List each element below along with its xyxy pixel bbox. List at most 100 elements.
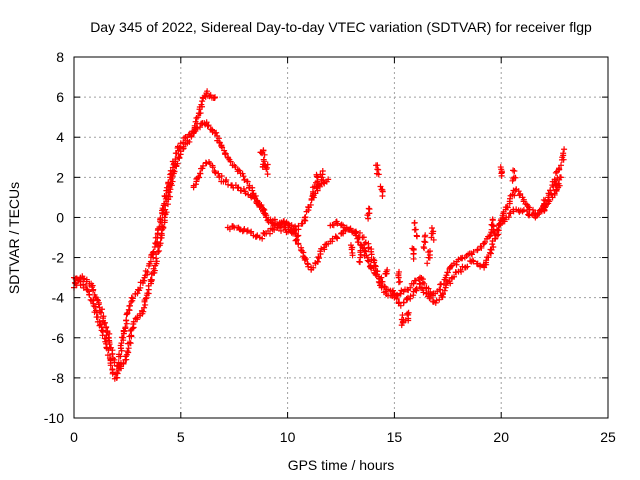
data-point-fill — [204, 123, 211, 130]
data-point-fill — [381, 283, 388, 290]
data-point-fill — [447, 280, 454, 287]
data-point-fill — [106, 341, 113, 348]
data-point-fill — [163, 209, 170, 216]
data-point-fill — [153, 258, 160, 265]
data-point-fill — [561, 146, 568, 153]
data-point-fill — [486, 233, 493, 240]
data-point-fill — [307, 201, 314, 208]
series-spikes — [257, 146, 568, 329]
data-point-fill — [97, 321, 104, 328]
data-point-fill — [292, 231, 299, 238]
data-point-fill — [107, 362, 114, 369]
data-point-fill — [553, 186, 560, 193]
data-point-fill — [497, 164, 504, 171]
data-point-fill — [489, 216, 496, 223]
data-point — [120, 334, 127, 341]
data-point-fill — [536, 209, 543, 216]
data-point-fill — [169, 178, 176, 185]
data-point-fill — [451, 273, 458, 280]
data-point-fill — [373, 271, 380, 278]
data-point-fill — [198, 101, 205, 108]
data-point-fill — [426, 254, 433, 261]
data-point-fill — [540, 196, 547, 203]
data-point-fill — [554, 174, 561, 181]
data-point-fill — [304, 260, 311, 267]
data-point-fill — [111, 359, 118, 366]
data-point-fill — [364, 254, 371, 261]
data-point-fill — [149, 249, 156, 256]
data-point-fill — [117, 353, 124, 360]
data-point-fill — [264, 171, 271, 178]
data-point-fill — [375, 166, 382, 173]
x-tick-label: 15 — [387, 429, 403, 445]
data-point-fill — [84, 287, 91, 294]
data-point-fill — [200, 162, 207, 169]
data-point — [207, 92, 214, 99]
data-point-fill — [90, 302, 97, 309]
data-point-fill — [104, 352, 111, 359]
data-point-fill — [424, 260, 431, 267]
data-point-fill — [159, 223, 166, 230]
data-point-fill — [553, 181, 560, 188]
data-point-fill — [503, 204, 510, 211]
data-point-fill — [82, 282, 89, 289]
data-point-fill — [98, 309, 105, 316]
data-point-fill — [221, 150, 228, 157]
data-point-fill — [443, 282, 450, 289]
data-point-fill — [137, 284, 144, 291]
data-point-fill — [126, 302, 133, 309]
data-point-fill — [222, 150, 229, 157]
x-tick-label: 20 — [493, 429, 509, 445]
data-point-fill — [407, 284, 414, 291]
data-point-fill — [347, 242, 354, 249]
data-point — [325, 176, 332, 183]
data-point-fill — [317, 171, 324, 178]
data-point-fill — [204, 88, 211, 95]
data-point-fill — [249, 187, 256, 194]
data-point-fill — [558, 156, 565, 163]
data-point-fill — [552, 169, 559, 176]
data-point-fill — [260, 205, 267, 212]
data-point-fill — [397, 278, 404, 285]
axis-ticks: 0 5 10 15 20 25 -10 -8 -6 -4 -2 0 2 4 6 8 — [44, 49, 616, 445]
plot-frame — [73, 56, 609, 419]
data-point — [436, 296, 443, 303]
data-point — [320, 244, 327, 251]
data-point-fill — [234, 185, 241, 192]
data-point-fill — [236, 167, 243, 174]
data-point-fill — [123, 320, 130, 327]
data-point-fill — [225, 181, 232, 188]
data-point — [493, 232, 500, 239]
data-point-fill — [422, 239, 429, 246]
x-tick-label: 25 — [600, 429, 616, 445]
data-point-fill — [512, 174, 519, 181]
data-point-fill — [295, 241, 302, 248]
data-point-fill — [421, 233, 428, 240]
data-point-fill — [377, 183, 384, 190]
chart-title: Day 345 of 2022, Sidereal Day-to-day VTE… — [90, 19, 592, 35]
data-point-fill — [262, 210, 269, 217]
data-point — [194, 114, 201, 121]
data-point-fill — [364, 212, 371, 219]
data-point-fill — [144, 269, 151, 276]
data-point-fill — [400, 299, 407, 306]
data-point — [211, 94, 218, 101]
data-point-fill — [260, 156, 267, 163]
data-point-fill — [218, 172, 225, 179]
data-point-fill — [291, 230, 298, 237]
y-tick-label: -8 — [52, 370, 65, 386]
y-tick-label: -4 — [52, 290, 65, 306]
data-point-fill — [366, 206, 373, 213]
data-point-fill — [113, 370, 120, 377]
data-point-fill — [511, 167, 518, 174]
data-point-fill — [520, 207, 527, 214]
data-point-fill — [127, 340, 134, 347]
data-point-fill — [517, 190, 524, 197]
data-point-fill — [405, 315, 412, 322]
data-point-fill — [547, 187, 554, 194]
data-point-fill — [167, 193, 174, 200]
data-point-fill — [186, 138, 193, 145]
data-point-fill — [349, 249, 356, 256]
data-point-fill — [156, 247, 163, 254]
